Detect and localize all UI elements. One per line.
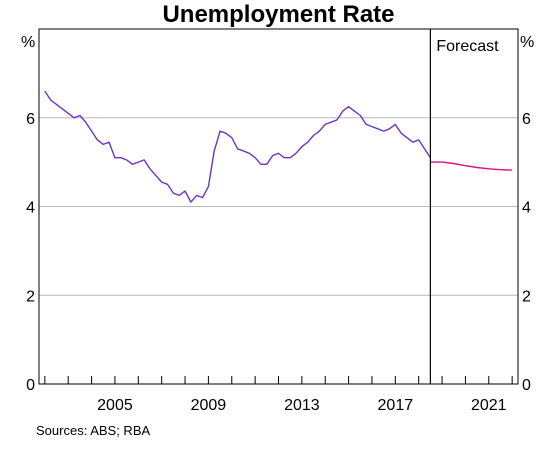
y-tick-label-left: 4 [26,200,35,217]
x-tick-label: 2005 [97,397,133,414]
axis-labels: 0 0 2 2 4 4 6 6% % 2005 2009 2013 2017 2021 Forecast [21,34,534,414]
x-tick-label: 2017 [378,397,414,414]
y-tick-label-right: 6 [522,111,531,128]
gridlines [39,117,518,296]
series-line-forecast [430,161,513,171]
y-tick-label-left: 2 [26,288,35,305]
y-tick-label-left: 6 [26,111,35,128]
chart-source: Sources: ABS; RBA [36,423,151,438]
y-tick-label-right: 0 [522,377,531,394]
forecast-label: Forecast [436,38,499,55]
axes [38,28,519,385]
y-unit-label-right: % [520,34,534,51]
y-unit-label-left: % [21,34,35,51]
x-tick-label: 2013 [284,397,320,414]
y-tick-label-right: 4 [522,200,531,217]
y-tick-label-left: 0 [26,377,35,394]
series-line-actual [44,90,431,203]
series-lines [44,90,513,203]
y-tick-label-right: 2 [522,288,531,305]
x-tick-label: 2021 [471,397,507,414]
chart-title: Unemployment Rate [162,1,395,28]
x-tick-label: 2009 [191,397,227,414]
